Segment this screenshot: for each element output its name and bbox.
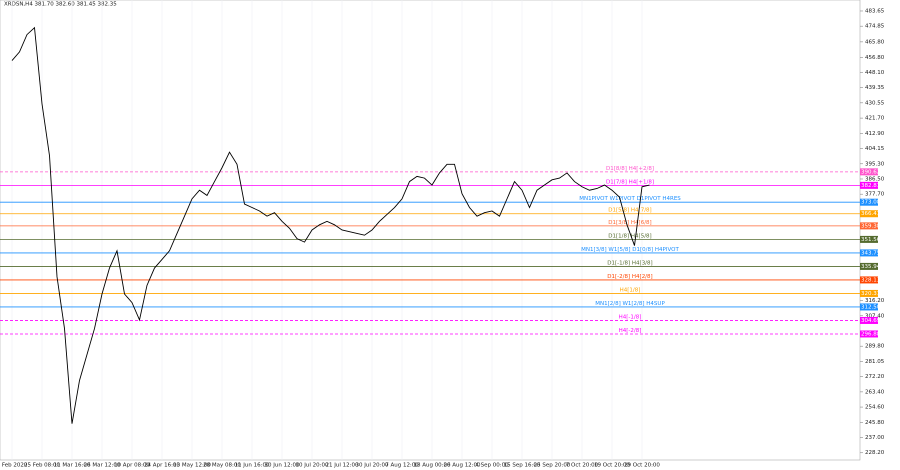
- x-tick-label: 18 Aug 00:00: [413, 463, 451, 469]
- level-price: 296.88: [861, 331, 881, 337]
- x-tick-label: 28 May 08:00: [203, 463, 241, 469]
- level-price: 304.69: [861, 318, 881, 324]
- y-tick-label: 386.50: [865, 176, 885, 182]
- x-tick-label: 7 Aug 12:00: [385, 463, 419, 469]
- x-tick-label: 15 Sep 16:00: [504, 463, 541, 469]
- y-tick-label: 395.30: [865, 161, 885, 167]
- y-tick-label: 254.60: [865, 405, 885, 411]
- level-price: 351.56: [861, 237, 881, 243]
- y-tick-label: 377.70: [865, 192, 885, 198]
- y-tick-label: 412.90: [865, 131, 885, 137]
- y-tick-label: 439.35: [865, 85, 885, 91]
- y-tick-label: 263.40: [865, 389, 885, 395]
- y-tick-label: 316.20: [865, 298, 885, 304]
- y-tick-label: 483.65: [865, 8, 885, 14]
- level-label: MN1[3/8] W1[5/8] D1[0/8] H4PIVOT: [581, 247, 679, 253]
- level-price-box: [860, 222, 878, 230]
- x-tick-label: 19 Oct 20:00: [594, 463, 630, 469]
- x-tick-label: 30 Jul 20:00: [356, 463, 389, 469]
- x-tick-label: 7 Oct 20:00: [566, 463, 599, 469]
- x-tick-label: 25 Sep 20:00: [534, 463, 571, 469]
- price-line: [11, 26, 650, 424]
- y-tick-label: 448.10: [865, 70, 885, 76]
- x-tick-label: 30 Jun 12:00: [265, 463, 300, 469]
- y-tick-label: 289.80: [865, 344, 885, 350]
- x-tick-label: 26 Mar 12:00: [84, 463, 121, 469]
- x-tick-label: 21 Jul 12:00: [326, 463, 359, 469]
- level-price-box: [860, 168, 878, 176]
- x-tick-label: 24 Apr 16:00: [144, 463, 180, 469]
- x-tick-label: 13 May 12:00: [173, 463, 211, 469]
- level-price-box: [860, 330, 878, 338]
- level-price-box: [860, 262, 878, 270]
- level-price-box: [860, 249, 878, 257]
- chart-title: XRDSN,H4 381.70 382.60 381.45 382.35: [4, 2, 117, 8]
- plot-frame: [0, 0, 861, 461]
- level-price-box: [860, 289, 878, 297]
- level-price: 359.38: [861, 223, 881, 229]
- y-tick-label: 272.20: [865, 374, 885, 380]
- y-tick-label: 474.85: [865, 24, 885, 30]
- level-label: H4[-1/8]: [619, 314, 642, 320]
- level-price: 343.75: [861, 250, 881, 256]
- level-price: 366.41: [861, 211, 880, 217]
- x-tick-label: 11 Mar 16:00: [54, 463, 91, 469]
- level-label: D1[3/8] H4[6/8]: [608, 220, 651, 226]
- y-tick-label: 421.70: [865, 116, 885, 122]
- level-label: D1[5/8] H4[7/8]: [608, 208, 651, 214]
- level-price-box: [860, 303, 878, 311]
- level-label: D1[8/8] H4[+2/8]: [606, 166, 654, 172]
- level-price: 335.94: [861, 264, 881, 270]
- level-label: D1[7/8] H4[+1/8]: [606, 179, 654, 185]
- level-label: D1[-2/8] H4[2/8]: [607, 274, 652, 280]
- x-tick-label: 11 Jun 16:00: [235, 463, 270, 469]
- level-price: 390.62: [861, 169, 880, 175]
- x-tick-label: 4 Sep 00:00: [475, 463, 509, 469]
- level-price-box: [860, 181, 878, 189]
- level-price-box: [860, 235, 878, 243]
- x-tick-label: 29 Oct 20:00: [624, 463, 660, 469]
- y-tick-label: 281.05: [865, 359, 885, 365]
- y-tick-label: 430.55: [865, 100, 885, 106]
- level-price: 373.08: [861, 200, 881, 206]
- level-label: D1[-1/8] H4[3/8]: [607, 260, 652, 266]
- level-label: H4[1/8]: [620, 287, 641, 293]
- level-label: MN1[2/8] W1[2/8] H4SUP: [595, 301, 665, 307]
- level-label: MN1PIVOT W1PIVOT D1PIVOT H4RES: [579, 196, 681, 202]
- y-tick-label: 404.15: [865, 146, 885, 152]
- level-price: 320.31: [861, 291, 880, 297]
- level-price-box: [860, 210, 878, 218]
- level-price-box: [860, 316, 878, 324]
- x-tick-label: 26 Aug 12:00: [443, 463, 481, 469]
- level-label: D1[1/8] H4[5/8]: [608, 233, 651, 239]
- y-tick-label: 465.80: [865, 39, 885, 45]
- y-tick-label: 228.20: [865, 450, 885, 456]
- y-tick-label: 245.80: [865, 420, 885, 426]
- y-tick-label: 456.80: [865, 55, 885, 61]
- x-tick-label: 10 Apr 08:00: [114, 463, 150, 469]
- level-price-box: [860, 198, 878, 206]
- level-price: 312.50: [861, 304, 881, 310]
- level-label: H4[-2/8]: [619, 328, 642, 334]
- x-tick-label: 7 Feb 2020: [0, 463, 28, 469]
- level-price: 328.13: [861, 277, 881, 283]
- x-tick-label: 25 Feb 08:00: [24, 463, 61, 469]
- level-price: 382.81: [861, 183, 880, 189]
- x-tick-label: 10 Jul 20:00: [296, 463, 329, 469]
- level-price-box: [860, 276, 878, 284]
- y-tick-label: 237.00: [865, 435, 885, 441]
- y-tick-label: 307.40: [865, 313, 885, 319]
